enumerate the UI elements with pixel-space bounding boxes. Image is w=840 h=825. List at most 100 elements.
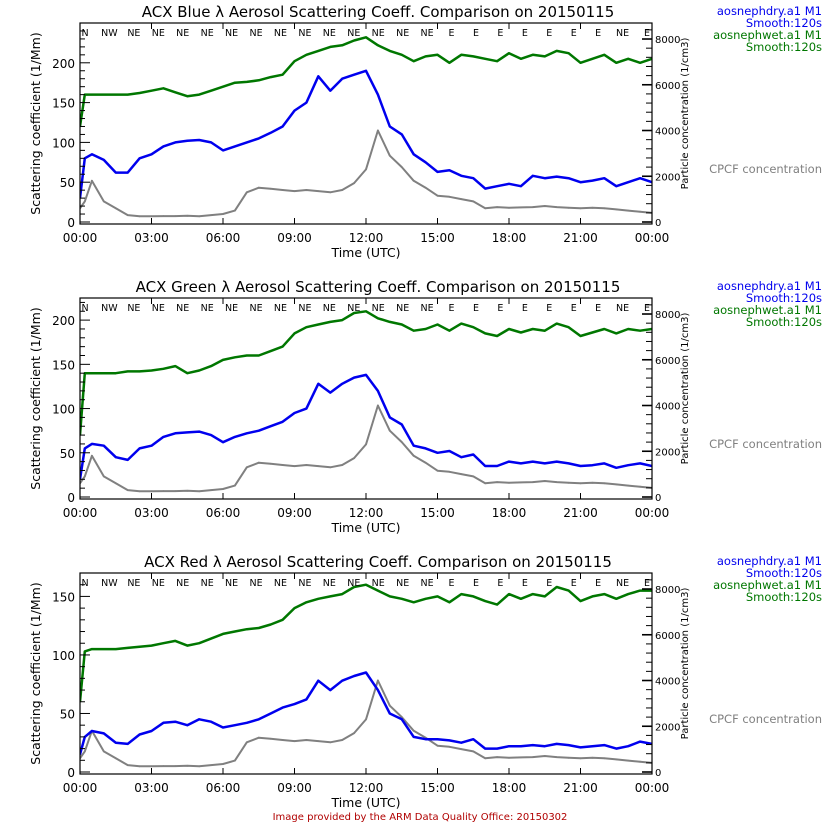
data-point-wet <box>234 81 236 84</box>
data-point-cpc <box>222 488 224 490</box>
data-point-cpc <box>174 215 177 218</box>
data-point-dry <box>305 407 308 410</box>
legend-entry-cpc: CPCF concentration <box>709 712 822 726</box>
data-point-cpc <box>579 207 582 210</box>
data-point-wet <box>222 359 224 361</box>
wind-direction-label: NE <box>249 578 262 589</box>
data-point-dry <box>424 447 427 450</box>
data-point-wet <box>603 53 606 56</box>
legend-entry-wet-smooth: Smooth:120s <box>746 315 822 329</box>
data-point-dry <box>198 430 201 433</box>
data-point-dry <box>543 462 546 465</box>
data-point-dry <box>567 462 570 465</box>
data-point-cpc <box>555 756 558 758</box>
data-point-dry <box>269 425 272 428</box>
data-point-wet <box>293 60 296 63</box>
y2-tick-label: 4000 <box>655 677 680 688</box>
data-point-dry <box>400 133 403 136</box>
data-point-wet <box>591 331 594 334</box>
wind-direction-label: NE <box>201 28 214 39</box>
data-point-cpc <box>591 481 594 484</box>
data-point-cpc <box>484 482 487 485</box>
y-tick-label: 150 <box>52 590 75 604</box>
wind-direction-label: NE <box>372 303 385 314</box>
data-point-dry <box>293 703 296 705</box>
data-point-cpc <box>83 200 86 203</box>
data-point-cpc <box>520 756 522 759</box>
data-point-wet <box>412 329 415 332</box>
data-point-dry <box>627 181 630 184</box>
data-point-wet <box>639 329 641 332</box>
wind-direction-label: NE <box>421 303 434 314</box>
data-point-wet <box>281 618 284 621</box>
y2-tick-label: 2000 <box>655 447 680 458</box>
data-point-wet <box>508 593 510 595</box>
data-point-dry <box>317 679 320 682</box>
data-point-wet <box>174 640 177 642</box>
data-point-wet <box>603 328 606 330</box>
data-point-wet <box>257 354 260 357</box>
data-point-dry <box>436 451 439 454</box>
data-point-dry <box>210 434 213 436</box>
wind-direction-label: E <box>473 28 479 39</box>
data-point-cpc <box>520 206 522 209</box>
data-point-wet <box>162 87 165 90</box>
data-point-wet <box>305 601 308 604</box>
wind-direction-label: NE <box>298 28 311 39</box>
data-point-wet <box>579 600 582 602</box>
wind-direction-label: NE <box>274 303 287 314</box>
data-point-cpc <box>365 168 367 171</box>
data-point-dry <box>174 432 177 435</box>
data-point-cpc <box>436 744 439 747</box>
data-point-dry <box>114 171 117 174</box>
data-point-wet <box>245 354 248 357</box>
data-point-wet <box>555 586 558 588</box>
data-point-cpc <box>102 750 105 753</box>
data-point-dry <box>114 741 117 744</box>
series-line-dry <box>80 671 652 755</box>
data-point-dry <box>579 181 582 184</box>
data-point-cpc <box>91 454 93 457</box>
data-point-wet <box>281 73 284 76</box>
y2-tick-label: 0 <box>655 218 661 229</box>
y2-tick-label: 2000 <box>655 172 680 183</box>
data-point-cpc <box>365 443 367 446</box>
data-point-cpc <box>162 490 165 492</box>
data-point-dry <box>269 712 272 715</box>
data-point-cpc <box>388 154 391 157</box>
wind-direction-label: NE <box>421 28 434 39</box>
data-point-cpc <box>222 763 224 765</box>
data-point-wet <box>448 61 451 64</box>
y-tick-label: 0 <box>67 216 75 230</box>
data-point-dry <box>162 436 165 438</box>
data-point-wet <box>91 648 93 650</box>
data-point-wet <box>472 55 475 58</box>
data-point-cpc <box>186 489 189 492</box>
y2-tick-label: 8000 <box>655 310 680 321</box>
data-point-wet <box>436 595 439 598</box>
data-point-cpc <box>448 195 451 198</box>
data-point-dry <box>388 416 391 419</box>
data-point-dry <box>281 125 284 128</box>
y2-tick-label: 0 <box>655 768 661 779</box>
x-tick-label: 21:00 <box>563 781 598 795</box>
data-point-cpc <box>472 200 475 203</box>
data-point-wet <box>257 627 260 629</box>
data-point-dry <box>448 739 451 742</box>
data-point-wet <box>531 593 534 595</box>
data-point-wet <box>234 630 236 633</box>
legend-entry-dry: aosnephdry.a1 M1 <box>717 279 822 293</box>
data-point-cpc <box>639 485 641 488</box>
y2-tick-label: 8000 <box>655 35 680 46</box>
data-point-wet <box>269 350 272 352</box>
x-tick-label: 03:00 <box>134 506 169 520</box>
x-tick-label: 06:00 <box>206 506 241 520</box>
data-point-wet <box>102 93 105 96</box>
data-point-cpc <box>174 490 177 492</box>
series-line-dry <box>80 69 652 199</box>
data-point-dry <box>579 746 582 749</box>
y-tick-label: 100 <box>52 403 75 417</box>
data-point-cpc <box>460 198 463 201</box>
data-point-dry <box>150 444 153 447</box>
wind-direction-label: NE <box>201 303 214 314</box>
